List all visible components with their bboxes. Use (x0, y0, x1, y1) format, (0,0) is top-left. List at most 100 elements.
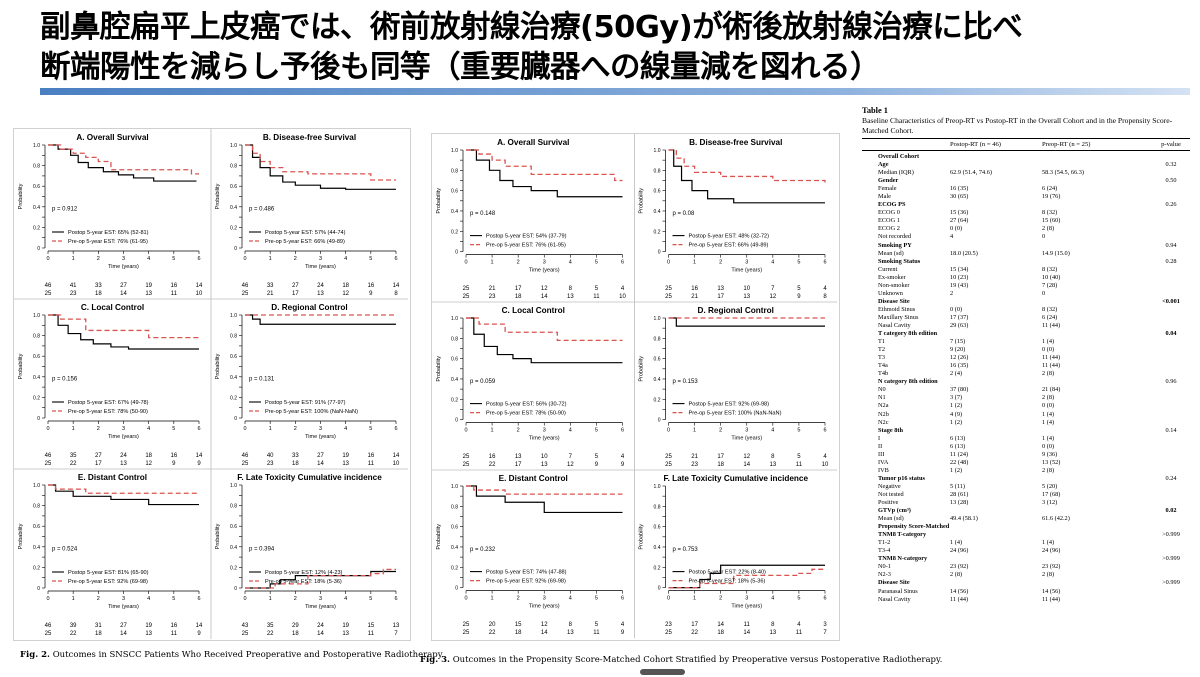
legend-preop-label: Pre-op 5-year EST: 66% (49-89) (689, 243, 769, 249)
y-tick-label: 1.0 (230, 143, 237, 149)
table-cell: N2c (878, 418, 889, 426)
table-cell: 2 (8) (1042, 370, 1055, 378)
table-cell: Male (878, 193, 891, 201)
x-tick-label: 5 (797, 428, 800, 434)
x-tick-label: 5 (369, 256, 372, 262)
table-cell (1152, 443, 1190, 451)
risk-count-postop: 27 (95, 453, 102, 459)
km-panel: B. Disease-free Survival 1.0 0.8 0.6 0.4 0.2 0… (639, 138, 828, 300)
risk-count-preop: 13 (769, 630, 776, 636)
y-tick-label: 0.8 (654, 168, 661, 174)
table-row: Nasal Cavity 29 (63) 11 (44) (862, 322, 1190, 330)
x-tick-label: 0 (464, 428, 467, 434)
risk-count-postop: 46 (45, 283, 52, 289)
table-cell (1152, 451, 1190, 459)
table-row: T category 8th edition 0.04 (862, 330, 1190, 338)
p-value-label: p = 0.148 (470, 211, 496, 217)
table-cell: 9 (36) (1042, 450, 1058, 458)
table-cell: 8 (32) (1042, 265, 1058, 273)
table-cell: >0.999 (1162, 555, 1180, 563)
x-tick-label: 4 (771, 260, 774, 266)
risk-count-preop: 18 (292, 461, 299, 467)
table-row: Mean (sd) 18.0 (20.5) 14.9 (15.0) (862, 250, 1190, 258)
x-tick-label: 4 (569, 260, 572, 266)
risk-count-preop: 11 (368, 631, 375, 637)
table-cell: ECOG 1 (878, 217, 900, 225)
p-value-label: p = 0.394 (249, 547, 275, 553)
y-tick-label: 0.4 (230, 375, 237, 381)
table-row: Overall Cohort (862, 153, 1190, 161)
table-cell: 2 (8) (1042, 466, 1055, 474)
x-tick-label: 5 (797, 260, 800, 266)
km-panel: B. Disease-free Survival 1.0 0.8 0.6 0.4 0.2 0… (215, 133, 400, 297)
y-tick-label: 0.6 (654, 189, 661, 195)
legend-postop-label: Postop 5-year EST: 54% (37-79) (486, 234, 567, 240)
table-cell: 2 (950, 289, 954, 297)
table-cell: Ethmoid Sinus (878, 305, 916, 313)
table-cell: Maxillary Sinus (878, 313, 919, 321)
y-tick-label: 0.6 (33, 354, 40, 360)
table-cell: 37 (80) (950, 386, 969, 394)
table-cell: 0.26 (1165, 201, 1177, 209)
km-panel: C. Local Control 1.0 0.8 0.6 0.4 0.2 0 Probabil… (436, 306, 625, 468)
risk-count-postop: 5 (595, 622, 599, 628)
preop-curve (466, 485, 623, 495)
table-cell (950, 579, 1042, 587)
preop-curve (245, 144, 396, 181)
table-cell: 5 (20) (1042, 482, 1058, 490)
risk-count-postop: 8 (569, 622, 573, 628)
table-row: Nasal Cavity 11 (44) 11 (44) (862, 596, 1190, 604)
y-tick-label: 0 (37, 246, 40, 252)
table-cell: T3 (878, 354, 885, 362)
p-value-label: p = 0.232 (470, 547, 496, 553)
risk-count-preop: 12 (145, 461, 152, 467)
postop-curve (466, 317, 623, 364)
risk-count-postop: 16 (170, 623, 177, 629)
table-cell (1042, 378, 1152, 386)
table-cell: Unknown (878, 289, 903, 297)
risk-count-postop: 25 (463, 286, 470, 292)
risk-count-postop: 19 (145, 283, 152, 289)
table-cell: N category 8th edition (878, 378, 938, 386)
x-tick-label: 3 (319, 596, 322, 602)
y-tick-label: 1.0 (451, 316, 458, 322)
table-cell: 0 (0) (950, 225, 963, 233)
table-cell: 49.4 (58.1) (950, 515, 978, 523)
table-cell: T4a (878, 362, 888, 370)
slide-title-line-2: 断端陽性を減らし予後も同等（重要臓器への線量減を図れる） (40, 50, 881, 85)
risk-count-preop: 18 (515, 630, 522, 636)
y-tick-label: 0.2 (654, 397, 661, 403)
risk-count-preop: 18 (717, 630, 724, 636)
x-tick-label: 5 (172, 256, 175, 262)
risk-count-postop: 14 (196, 283, 203, 289)
risk-count-preop: 9 (369, 291, 373, 297)
y-tick-label: 0 (455, 418, 458, 424)
y-tick-label: 0.4 (451, 545, 458, 551)
table-cell: T3-4 (878, 547, 891, 555)
y-axis-label: Probability (18, 353, 24, 379)
x-tick-label: 0 (667, 260, 670, 266)
p-value-label: p = 0.153 (673, 379, 699, 385)
risk-count-preop: 14 (317, 631, 324, 637)
table-cell: 0 (0) (950, 305, 963, 313)
risk-count-preop: 21 (691, 294, 698, 300)
horizontal-scrollbar[interactable] (640, 669, 685, 675)
table-cell (950, 330, 1042, 338)
table-cell: Nasal Cavity (878, 321, 911, 329)
y-tick-label: 0.6 (451, 189, 458, 195)
table-cell: 0 (1042, 233, 1046, 241)
risk-count-postop: 35 (70, 453, 77, 459)
risk-count-preop: 14 (317, 461, 324, 467)
y-tick-label: 0 (37, 586, 40, 592)
y-tick-label: 0 (37, 416, 40, 422)
table-cell (950, 161, 1042, 169)
risk-count-preop: 13 (145, 291, 152, 297)
risk-count-preop: 9 (595, 462, 599, 468)
km-panel: A. Overall Survival 1.0 0.8 0.6 0.4 0.2 0 Proba… (18, 133, 203, 297)
table-cell (1152, 588, 1190, 596)
table-cell (1042, 298, 1152, 306)
y-tick-label: 0.4 (230, 205, 237, 211)
risk-count-postop: 33 (267, 283, 274, 289)
y-tick-label: 0 (455, 250, 458, 256)
table-cell: 0.96 (1165, 378, 1177, 386)
